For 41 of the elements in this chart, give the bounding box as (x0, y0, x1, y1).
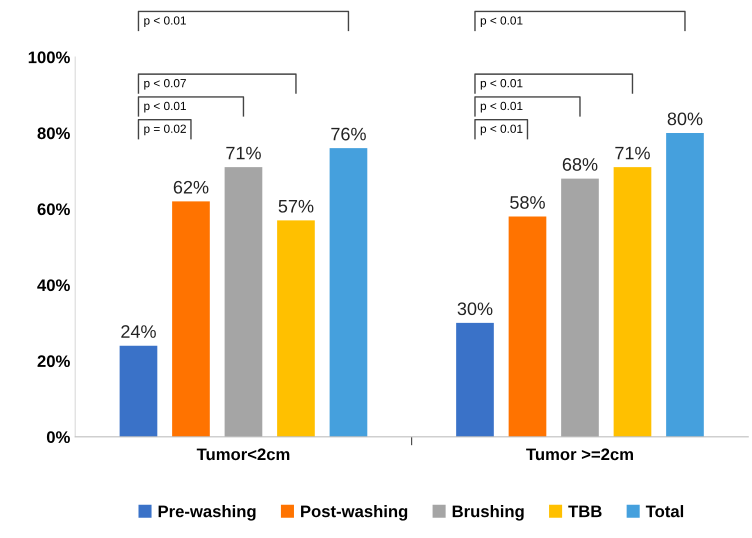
y-tick-label: 0% (46, 431, 70, 444)
bar (561, 178, 599, 437)
text: p < 0.01 (480, 16, 522, 28)
bar (614, 167, 652, 437)
bar (224, 167, 262, 437)
annotation: p < 0.01 (480, 124, 522, 136)
legend-label: Post-washing (301, 505, 408, 521)
y-tick-label: 40% (37, 279, 70, 292)
bar (277, 220, 315, 437)
x-tick-label: Tumor >=2cm (526, 448, 633, 460)
text: 71% (615, 146, 650, 160)
text: 80% (668, 112, 702, 126)
legend-label: Brushing (452, 505, 524, 521)
text: 57% (278, 200, 314, 213)
annotation: p < 0.01 (144, 102, 186, 112)
text: 68% (562, 158, 598, 171)
y-tick-label: 20% (38, 355, 70, 368)
bar (172, 201, 210, 437)
legend-label: Total (646, 505, 684, 518)
y-tick-label: 100% (28, 51, 70, 64)
y-tick-label: 60% (38, 203, 70, 216)
text: 24% (121, 325, 156, 338)
text: p < 0.01 (144, 16, 186, 28)
bar (456, 322, 494, 437)
annotation: p = 0.02 (144, 124, 186, 136)
y-tick-label: 80% (38, 127, 70, 140)
annotation: p < 0.07 (144, 78, 186, 90)
annotation: p < 0.01 (480, 102, 522, 112)
bar (120, 346, 158, 437)
bar (508, 216, 546, 437)
annotation: p < 0.01 (480, 78, 522, 90)
legend-label: TBB (568, 506, 602, 518)
text: 71% (226, 146, 261, 160)
legend-label: Pre-washing (158, 505, 256, 521)
x-tick-label: Tumor<2cm (196, 448, 290, 460)
text: 30% (458, 302, 492, 316)
text: 76% (331, 128, 366, 140)
text: 62% (174, 180, 208, 194)
bar (666, 132, 704, 437)
text: 58% (510, 196, 545, 209)
bar (330, 148, 368, 437)
